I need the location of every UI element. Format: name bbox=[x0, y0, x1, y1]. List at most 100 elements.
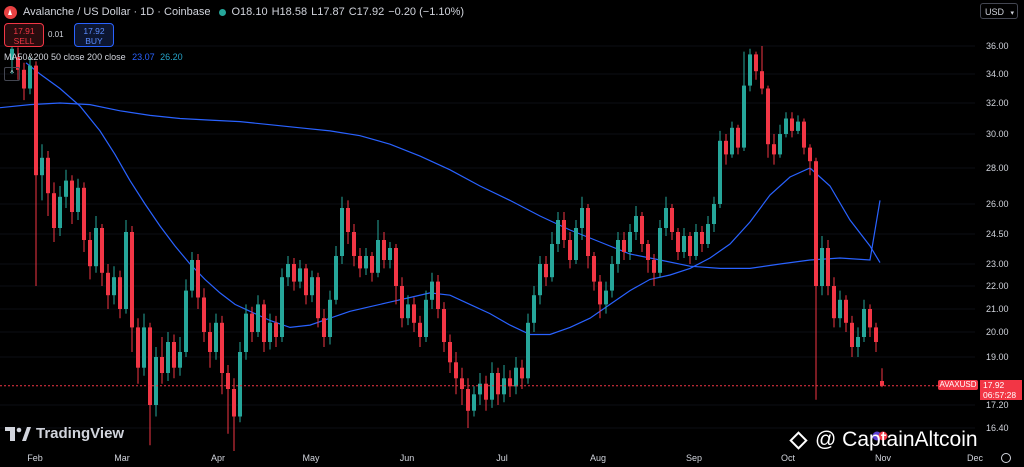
candle-body bbox=[448, 342, 452, 363]
candle bbox=[772, 134, 776, 165]
price-tick-label: 30.00 bbox=[986, 129, 1009, 139]
candle bbox=[304, 264, 308, 305]
candle-body bbox=[202, 297, 206, 332]
price-tick-label: 21.00 bbox=[986, 304, 1009, 314]
candle-body bbox=[172, 342, 176, 368]
time-tick-label: Feb bbox=[27, 453, 43, 463]
candle-body bbox=[292, 264, 296, 282]
candle bbox=[430, 272, 434, 309]
candle bbox=[556, 212, 560, 252]
candle-body bbox=[628, 232, 632, 252]
candle-body bbox=[790, 118, 794, 131]
candle-body bbox=[166, 342, 170, 373]
price-axis[interactable]: 36.00 34.00 32.00 30.00 28.00 26.00 24.50 23.00… bbox=[986, 41, 1009, 433]
candle bbox=[664, 196, 668, 236]
sell-button[interactable]: 17.91 SELL bbox=[4, 23, 44, 47]
candle-body bbox=[766, 88, 770, 145]
candle bbox=[526, 313, 530, 384]
candle-body bbox=[22, 69, 26, 89]
candle bbox=[316, 272, 320, 328]
spread-value: 0.01 bbox=[48, 30, 64, 39]
candle-body bbox=[124, 232, 128, 309]
time-tick-label: Sep bbox=[686, 453, 702, 463]
candle bbox=[748, 48, 752, 92]
event-flags-icon[interactable] bbox=[872, 431, 888, 441]
candle bbox=[490, 362, 494, 408]
candle bbox=[832, 277, 836, 328]
price-tick-label: 26.00 bbox=[986, 199, 1009, 209]
candle-body bbox=[748, 54, 752, 86]
candle-body bbox=[718, 140, 722, 204]
candle bbox=[352, 224, 356, 267]
candle-body bbox=[40, 157, 44, 176]
candle-body bbox=[652, 260, 656, 273]
candle-body bbox=[604, 290, 608, 305]
candle bbox=[412, 297, 416, 332]
candle bbox=[208, 322, 212, 368]
candle bbox=[520, 359, 524, 389]
candle-body bbox=[664, 208, 668, 228]
bar-countdown: 06:57:28 bbox=[983, 390, 1017, 400]
candle bbox=[292, 258, 296, 291]
candle-body bbox=[100, 228, 104, 273]
candle-body bbox=[106, 272, 110, 296]
candle bbox=[616, 232, 620, 273]
candle bbox=[592, 252, 596, 291]
collapse-legend-button[interactable]: ^ bbox=[4, 67, 20, 81]
gear-icon[interactable] bbox=[1001, 453, 1011, 463]
candle bbox=[136, 318, 140, 384]
candle bbox=[736, 124, 740, 155]
tradingview-logo[interactable]: TradingView bbox=[5, 425, 124, 442]
candle-body bbox=[466, 389, 470, 411]
candle-body bbox=[634, 216, 638, 232]
candle-body bbox=[340, 208, 344, 256]
symbol-header: Avalanche / US Dollar · 1D · Coinbase O1… bbox=[4, 4, 464, 20]
candle bbox=[598, 275, 602, 319]
candle bbox=[28, 57, 32, 95]
candle-body bbox=[508, 378, 512, 387]
candle bbox=[424, 290, 428, 342]
candle-body bbox=[388, 248, 392, 260]
candle-body bbox=[208, 332, 212, 352]
chevron-down-icon: ▾ bbox=[1010, 10, 1015, 17]
candle bbox=[808, 144, 812, 176]
candle bbox=[700, 226, 704, 252]
currency-selector[interactable]: USD ▾ bbox=[980, 3, 1018, 19]
candle-body bbox=[814, 161, 818, 286]
candle bbox=[580, 196, 584, 240]
candle-body bbox=[394, 248, 398, 286]
open-value: O18.10 bbox=[231, 6, 268, 18]
candle-body bbox=[820, 248, 824, 286]
candle bbox=[64, 169, 68, 208]
time-tick-label: Jun bbox=[400, 453, 415, 463]
candle bbox=[838, 290, 842, 328]
candle-body bbox=[46, 157, 50, 194]
candle-body bbox=[160, 357, 164, 373]
indicator-legend[interactable]: MA50&200 50 close 200 close 23.07 26.20 bbox=[4, 52, 183, 62]
candle bbox=[400, 277, 404, 328]
candle-body bbox=[184, 290, 188, 352]
time-axis[interactable]: Feb Mar Apr May Jun Jul Aug Sep Oct Nov Dec bbox=[27, 453, 983, 463]
chart-grid bbox=[0, 45, 975, 429]
candle-body bbox=[496, 373, 500, 395]
candle bbox=[682, 228, 686, 258]
price-tick-label: 28.00 bbox=[986, 163, 1009, 173]
candle bbox=[418, 315, 422, 347]
buy-button[interactable]: 17.92 BUY bbox=[74, 23, 114, 47]
candle-body bbox=[250, 313, 254, 332]
candle bbox=[142, 313, 146, 376]
candle-body bbox=[538, 264, 542, 296]
candle-body bbox=[490, 373, 494, 400]
candle-body bbox=[430, 281, 434, 300]
price-tick-label: 20.00 bbox=[986, 327, 1009, 337]
candle bbox=[730, 121, 734, 158]
candle-body bbox=[646, 244, 650, 260]
candle bbox=[310, 270, 314, 303]
candle bbox=[742, 51, 746, 151]
candle-body bbox=[682, 236, 686, 252]
candle-body bbox=[736, 127, 740, 148]
symbol-title[interactable]: Avalanche / US Dollar · 1D · Coinbase bbox=[23, 6, 211, 18]
candle bbox=[856, 327, 860, 357]
candle bbox=[586, 204, 590, 269]
